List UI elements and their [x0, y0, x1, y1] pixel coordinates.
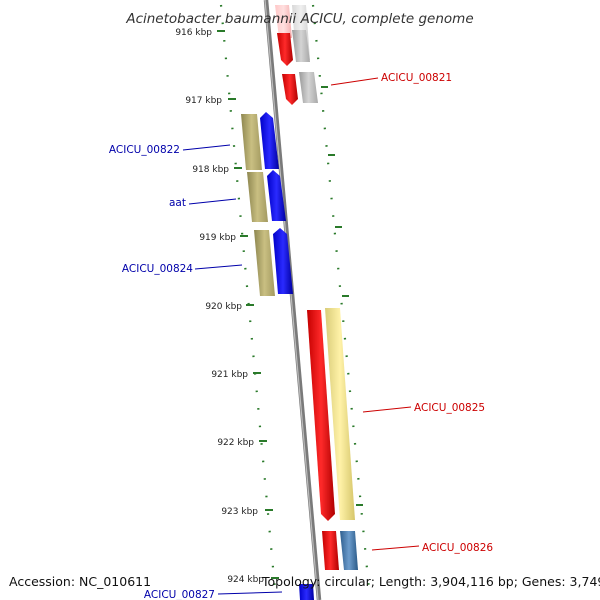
gene-label-acicu-00825[interactable]: ACICU_00825	[414, 402, 485, 414]
gene-feature-acicu-00821-gray[interactable]	[299, 72, 318, 103]
forward-genes	[275, 5, 358, 570]
gene-feature-acicu-00821[interactable]	[282, 74, 298, 105]
gene-label-acicu-00827[interactable]: ACICU_00827	[144, 589, 215, 600]
genome-backbone	[263, 0, 322, 600]
gene-feature-acicu-00827[interactable]	[299, 584, 314, 600]
gene-feature-acicu-00825[interactable]	[307, 310, 335, 521]
tick-label-924: 924 kbp	[227, 575, 264, 585]
topology-text: Topology: circular; Length: 3,904,116 bp…	[262, 574, 600, 589]
gene-feature-acicu-00826[interactable]	[322, 531, 339, 570]
gene-label-acicu-00821[interactable]: ACICU_00821	[381, 72, 452, 84]
tick-label-920: 920 kbp	[205, 302, 242, 312]
tick-label-919: 919 kbp	[199, 233, 236, 243]
gene-label-acicu-00826[interactable]: ACICU_00826	[422, 542, 493, 554]
tick-label-922: 922 kbp	[217, 438, 254, 448]
leader-line-acicu-00825	[362, 406, 412, 413]
leader-line-acicu-00827	[217, 591, 283, 595]
leader-line-acicu-00821	[330, 77, 379, 86]
gene-feature-acicu-00824[interactable]	[273, 228, 293, 294]
gene-feature-cds-top[interactable]	[277, 33, 293, 66]
gene-label-aat[interactable]: aat	[169, 197, 186, 209]
gene-labels: ACICU_00821 ACICU_00822 aat ACICU_00824 …	[109, 72, 494, 600]
gene-label-acicu-00822[interactable]: ACICU_00822	[109, 144, 180, 156]
gene-feature-acicu-00824-olive[interactable]	[254, 230, 275, 296]
leader-line-acicu-00826	[371, 545, 420, 551]
gene-label-acicu-00824[interactable]: ACICU_00824	[122, 263, 193, 275]
gene-feature-acicu-00822-olive[interactable]	[241, 114, 262, 170]
gene-feature-acicu-00825-yellow[interactable]	[325, 308, 355, 520]
tick-label-916: 916 kbp	[175, 28, 212, 38]
leader-line-acicu-00824	[194, 264, 243, 270]
reverse-genes	[241, 112, 314, 600]
leader-line-aat	[188, 198, 237, 205]
gene-feature-aat-olive[interactable]	[247, 172, 268, 222]
gene-feature-faded[interactable]	[275, 5, 292, 38]
tick-label-917: 917 kbp	[185, 96, 222, 106]
tick-label-923: 923 kbp	[221, 507, 258, 517]
accession-text: Accession: NC_010611	[9, 574, 152, 589]
gene-feature-acicu-00826-steel[interactable]	[340, 531, 358, 570]
kbp-ticks: 916 kbp 917 kbp 918 kbp 919 kbp 920 kbp …	[175, 28, 363, 585]
tick-label-921: 921 kbp	[211, 370, 248, 380]
map-title: Acinetobacter baumannii ACICU, complete …	[125, 11, 473, 27]
gene-feature-acicu-00822[interactable]	[260, 112, 279, 169]
gene-feature-aat[interactable]	[267, 170, 286, 221]
leader-line-acicu-00822	[182, 144, 231, 151]
tick-label-918: 918 kbp	[192, 165, 229, 175]
